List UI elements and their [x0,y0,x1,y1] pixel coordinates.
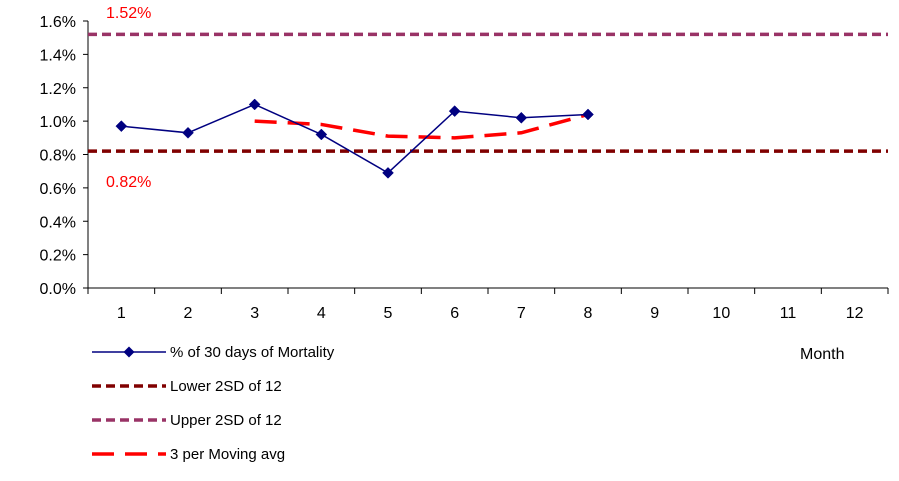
legend-label-upper-2sd-of-12: Upper 2SD of 12 [170,412,282,429]
x-tick-label: 5 [384,305,393,322]
y-tick-label: 1.4% [40,47,76,64]
x-tick-label: 6 [450,305,459,322]
x-tick-label: 11 [780,305,797,322]
data-point-marker [382,167,394,179]
legend-label-lower-2sd-of-12: Lower 2SD of 12 [170,378,282,395]
x-tick-label: 10 [712,305,730,322]
chart-legend: % of 30 days of Mortality Lower 2SD of 12… [92,344,335,463]
legend-label-3-per-moving-avg: 3 per Moving avg [170,446,285,463]
data-point-marker [582,108,594,121]
data-point-marker [182,126,194,139]
y-tick-label: 1.6% [40,14,76,31]
legend-marker-of-30-days-of-mortality [123,346,135,358]
y-tick-label: 0.8% [40,148,76,165]
x-tick-label: 12 [846,305,864,322]
y-tick-label: 0.4% [40,214,76,231]
x-tick-label: 9 [650,305,659,322]
y-tick-label: 0.6% [40,181,76,198]
series-line-3-per-moving-avg [254,112,589,140]
legend-label-of-30-days-of-mortality: % of 30 days of Mortality [170,344,335,361]
series-line-of-30-days-of-mortality [121,103,589,174]
data-point-marker [315,128,328,141]
x-tick-label: 3 [250,305,259,322]
data-point-marker [515,111,528,124]
lower-limit-annotation: 0.82% [106,174,151,191]
x-tick-label: 2 [184,305,193,322]
x-tick-label: 8 [584,305,593,322]
data-point-marker [248,98,261,111]
y-tick-label: 0.0% [40,281,76,298]
data-point-marker [115,120,128,132]
x-tick-label: 4 [317,305,326,322]
x-tick-label: 7 [517,305,526,322]
y-tick-label: 0.2% [40,248,76,265]
chart-series [88,32,888,179]
y-tick-label: 1.0% [40,114,76,131]
data-point-marker [448,105,461,117]
y-tick-label: 1.2% [40,81,76,98]
x-tick-label: 1 [117,305,126,322]
upper-limit-annotation: 1.52% [106,5,151,22]
chart-axes: 0.0%0.2%0.4%0.6%0.8%1.0%1.2%1.4%1.6%1 2 3 4… [40,14,889,322]
x-axis-label: Month [800,346,844,363]
